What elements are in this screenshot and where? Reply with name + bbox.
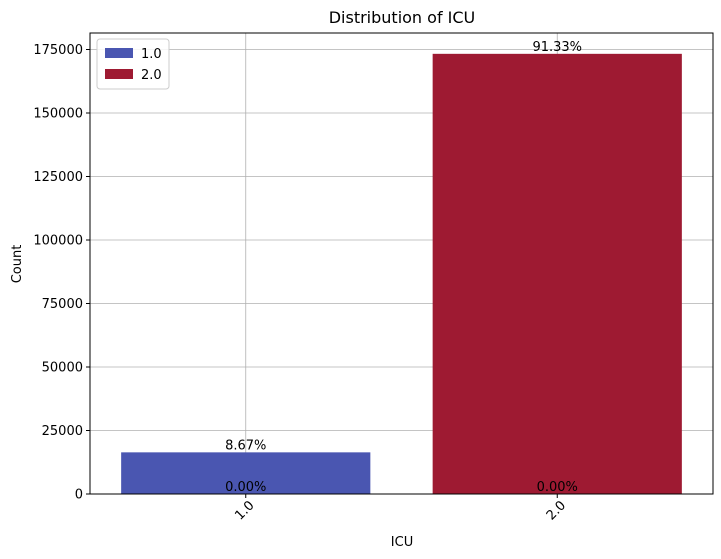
legend-swatch — [105, 48, 133, 58]
y-tick-label: 50000 — [42, 361, 83, 376]
x-axis-title: ICU — [391, 535, 413, 550]
data-label: 91.33% — [532, 40, 582, 55]
data-label: 0.00% — [537, 480, 578, 495]
bar-2.0-2.0 — [432, 53, 682, 495]
y-axis-ticks: 0 25000 50000 75000 100000 125000 150000 175000 — [33, 43, 90, 503]
y-tick-label: 150000 — [33, 107, 83, 122]
y-tick-label: 100000 — [33, 234, 83, 249]
y-tick-label: 25000 — [42, 424, 83, 439]
legend-label: 1.0 — [141, 47, 162, 62]
data-label: 0.00% — [225, 480, 266, 495]
y-tick-label: 0 — [75, 488, 83, 503]
bars — [121, 53, 682, 495]
x-tick-label: 2.0 — [544, 498, 569, 523]
legend-label: 2.0 — [141, 68, 162, 83]
legend-swatch — [105, 69, 133, 79]
y-tick-label: 175000 — [33, 43, 83, 58]
y-tick-label: 125000 — [33, 170, 83, 185]
legend: 1.02.0 — [96, 38, 170, 90]
plot-frame — [89, 32, 714, 495]
x-axis-ticks: 1.0 2.0 — [232, 494, 569, 523]
chart-title: Distribution of ICU — [329, 8, 476, 27]
bar-1.0-1.0 — [121, 452, 371, 494]
x-tick-label: 1.0 — [232, 498, 257, 523]
y-axis-title: Count — [10, 245, 25, 284]
data-labels: 8.67% 0.00% 0.00% 91.33% — [225, 40, 582, 495]
data-label: 8.67% — [225, 438, 266, 453]
y-tick-label: 75000 — [42, 297, 83, 312]
